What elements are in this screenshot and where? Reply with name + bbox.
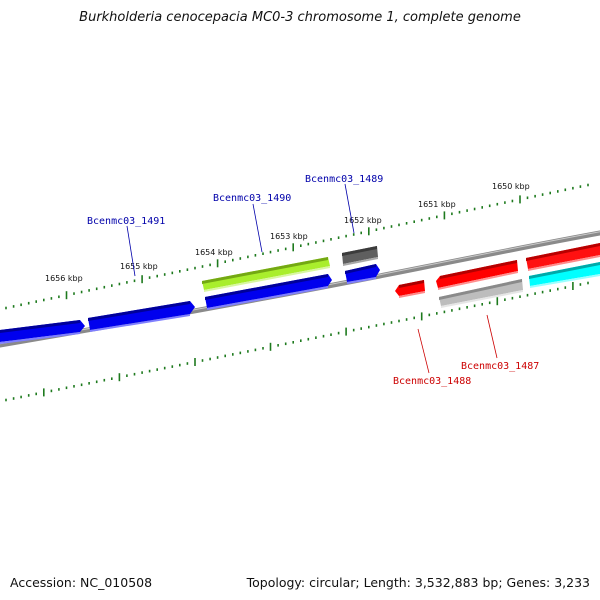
callout-line-1487 [486, 314, 498, 359]
gene-label-1489[interactable]: Bcenmc03_1489 [305, 174, 383, 185]
kbp-label-1651: 1651 kbp [418, 200, 456, 209]
gene-blue-1491-left[interactable] [0, 320, 85, 344]
gene-lightgray-1487[interactable] [439, 279, 523, 308]
kbp-label-1656: 1656 kbp [45, 274, 83, 283]
gene-blue-1491[interactable] [88, 301, 195, 332]
gene-cyan-right[interactable] [529, 262, 600, 288]
callout-line-1489 [344, 183, 355, 234]
callout-line-1490 [252, 203, 263, 253]
callout-line-1491 [126, 225, 136, 277]
gene-label-1488[interactable]: Bcenmc03_1488 [393, 376, 471, 387]
gene-label-1487[interactable]: Bcenmc03_1487 [461, 361, 539, 372]
gene-blue-1490[interactable] [205, 274, 332, 310]
map-title: Burkholderia cenocepacia MC0-3 chromosom… [79, 10, 521, 25]
gene-red-right-top[interactable] [526, 243, 600, 271]
kbp-label-1650: 1650 kbp [492, 182, 530, 191]
topology-summary: Topology: circular; Length: 3,532,883 bp… [246, 575, 590, 590]
kbp-label-1655: 1655 kbp [120, 262, 158, 271]
lower-tick-row [5, 281, 589, 402]
upper-tick-row [5, 183, 589, 310]
kbp-label-1652: 1652 kbp [344, 216, 382, 225]
gene-darkgray-1489[interactable] [342, 246, 378, 266]
kbp-label-1653: 1653 kbp [270, 232, 308, 241]
gene-red-middle[interactable] [436, 260, 518, 290]
gene-blue-1489[interactable] [345, 264, 380, 284]
gene-red-1488[interactable] [395, 280, 425, 298]
gene-label-1490[interactable]: Bcenmc03_1490 [213, 193, 291, 204]
gene-label-1491[interactable]: Bcenmc03_1491 [87, 216, 165, 227]
gene-green-1490[interactable] [202, 257, 330, 292]
callout-line-1488 [417, 328, 430, 374]
accession-text: Accession: NC_010508 [10, 575, 153, 590]
kbp-label-1654: 1654 kbp [195, 248, 233, 257]
